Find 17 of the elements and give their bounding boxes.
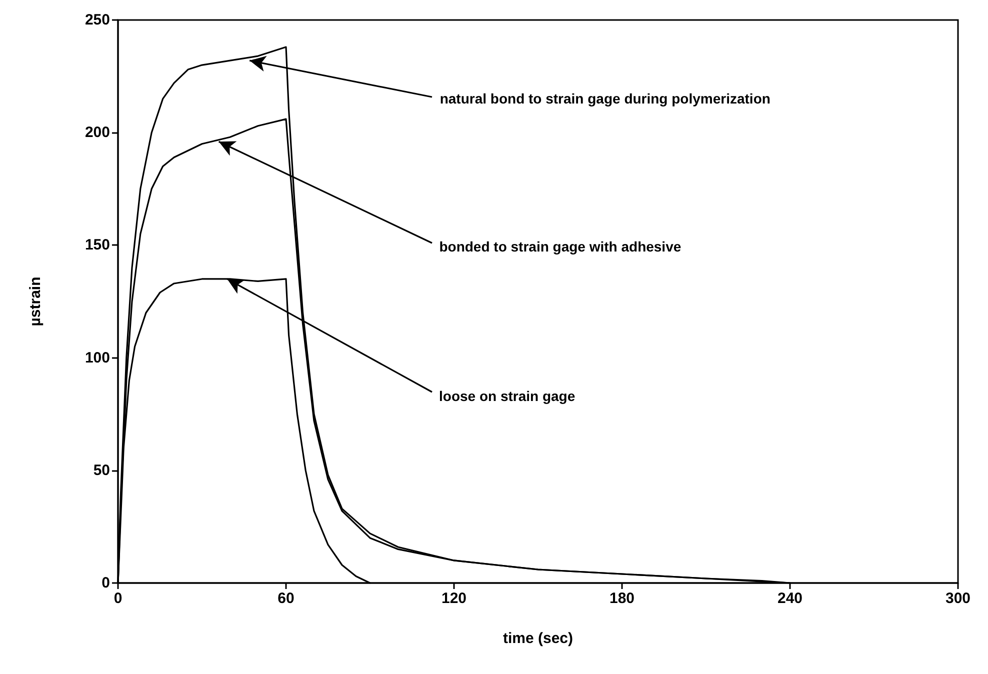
x-tick-label: 240: [777, 590, 803, 607]
y-tick-label: 150: [84, 236, 110, 254]
y-tick-label: 50: [93, 462, 110, 479]
x-tick-label: 0: [114, 590, 122, 607]
y-tick-label: 250: [84, 12, 110, 28]
y-tick-label: 100: [84, 349, 110, 366]
annotation: loose on strain gage: [439, 388, 576, 404]
annotation: natural bond to strain gage during polymerization: [440, 90, 770, 107]
x-tick-label: 60: [278, 590, 294, 607]
x-axis-title: time (sec): [502, 630, 574, 647]
x-tick-label: 300: [945, 590, 971, 607]
y-axis-title: µstrain: [27, 276, 44, 326]
y-tick-label: 200: [84, 124, 110, 142]
annotation: bonded to strain gage with adhesive: [439, 238, 682, 254]
x-tick-label: 120: [441, 590, 467, 607]
y-tick-label: 0: [102, 574, 110, 592]
x-tick-label: 180: [609, 590, 635, 607]
